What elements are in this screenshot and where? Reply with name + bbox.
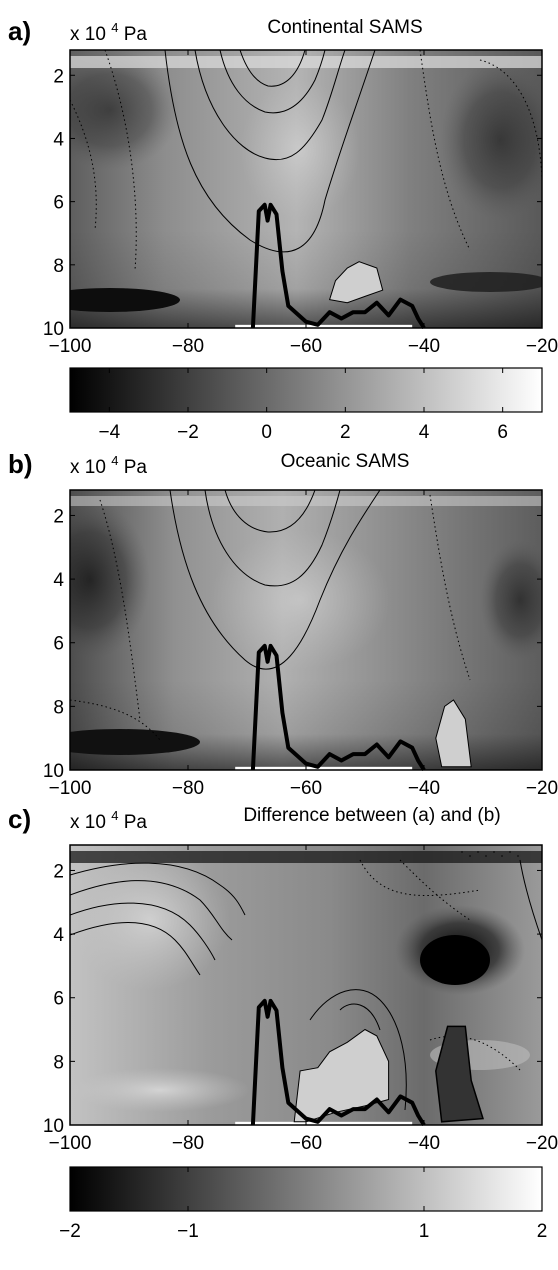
panel-a-light-region bbox=[328, 261, 384, 304]
panel-b-label: b) bbox=[8, 449, 33, 479]
colorbar-1-ticks: −4 −2 0 2 4 6 bbox=[98, 368, 508, 443]
panel-b-shading bbox=[70, 490, 542, 770]
colorbar-2-ticks-tick-label: 2 bbox=[537, 1221, 548, 1242]
panel-b-x-tick-label: −20 bbox=[526, 778, 558, 799]
panel-a-x-axis: −100 −80 −60 −40 −20 bbox=[49, 50, 558, 357]
panel-c-ground-mask bbox=[235, 1121, 413, 1125]
colorbar-2: −2 −1 1 2 bbox=[59, 1166, 547, 1242]
colorbar-1: −4 −2 0 2 4 6 bbox=[69, 367, 543, 443]
panel-b-topography-line bbox=[250, 643, 426, 772]
colorbar-2-ticks-tick-label: −2 bbox=[59, 1221, 81, 1242]
colorbar-2-ticks: −2 −1 1 2 bbox=[59, 1167, 547, 1242]
colorbar-2-ticks-tick-label: 1 bbox=[419, 1221, 430, 1242]
panel-c-label: c) bbox=[8, 804, 31, 834]
panel-c-x-axis: −100 −80 −60 −40 −20 bbox=[49, 845, 558, 1154]
panel-a-label: a) bbox=[8, 16, 31, 46]
panel-a-x-tick-label: −80 bbox=[172, 336, 204, 357]
colorbar-1-ticks-tick-label: −4 bbox=[98, 422, 120, 443]
panel-c-y-tick-label: 10 bbox=[43, 1116, 64, 1137]
panel-c-x-tick-label: −100 bbox=[49, 1133, 92, 1154]
panel-a-x-tick-label: −100 bbox=[49, 336, 92, 357]
colorbar-1-ticks-tick-label: −2 bbox=[177, 422, 199, 443]
panel-b-y-tick-label: 2 bbox=[53, 506, 64, 527]
panel-b-y-tick-label: 10 bbox=[43, 761, 64, 782]
panel-a-y-tick-label: 4 bbox=[53, 129, 64, 150]
panel-a: a) x 10 4 Pa Continental SAMS bbox=[8, 16, 558, 357]
panel-b: b) x 10 4 Pa Oceanic SAMS bbox=[8, 449, 558, 799]
panel-a-ylabel: x 10 4 Pa bbox=[70, 16, 147, 45]
panel-a-y-axis: 2 4 6 8 10 bbox=[43, 66, 542, 340]
panel-a-x-tick-label: −40 bbox=[408, 336, 440, 357]
panel-b-x-tick-label: −100 bbox=[49, 778, 92, 799]
panel-c-dark-region bbox=[435, 1025, 484, 1123]
panel-c-x-tick-label: −40 bbox=[408, 1133, 440, 1154]
panel-c-x-tick-label: −60 bbox=[290, 1133, 322, 1154]
panel-b-x-tick-label: −40 bbox=[408, 778, 440, 799]
colorbar-1-ticks-tick-label: 4 bbox=[419, 422, 430, 443]
panel-a-overlays bbox=[235, 202, 426, 330]
panel-b-y-axis: 2 4 6 8 10 bbox=[43, 506, 542, 782]
panel-c-topography-line bbox=[250, 998, 426, 1127]
panel-c-x-tick-label: −80 bbox=[172, 1133, 204, 1154]
panel-c-y-tick-label: 8 bbox=[53, 1052, 64, 1073]
panel-b-y-tick-label: 4 bbox=[53, 570, 64, 591]
panel-c-ylabel: x 10 4 Pa bbox=[70, 804, 147, 833]
panel-c-y-tick-label: 4 bbox=[53, 925, 64, 946]
colorbar-1-ticks-tick-label: 6 bbox=[497, 422, 508, 443]
colorbar-1-ticks-tick-label: 0 bbox=[261, 422, 272, 443]
panel-a-y-tick-label: 2 bbox=[53, 66, 64, 87]
panel-a-title: Continental SAMS bbox=[267, 17, 422, 38]
panel-b-x-axis: −100 −80 −60 −40 −20 bbox=[49, 490, 558, 799]
panel-c-y-axis: 2 4 6 8 10 bbox=[43, 861, 542, 1137]
panel-a-shading bbox=[70, 50, 542, 328]
panel-c-y-tick-label: 6 bbox=[53, 989, 64, 1010]
panel-a-y-tick-label: 6 bbox=[53, 193, 64, 214]
panel-b-ylabel: x 10 4 Pa bbox=[70, 449, 147, 478]
panel-b-y-tick-label: 6 bbox=[53, 634, 64, 655]
panel-b-light-region bbox=[435, 699, 472, 768]
colorbar-1-gradient bbox=[69, 367, 543, 413]
panel-a-x-tick-label: −60 bbox=[290, 336, 322, 357]
panel-c-overlays bbox=[235, 998, 484, 1127]
panel-b-x-tick-label: −80 bbox=[172, 778, 204, 799]
panel-a-x-tick-label: −20 bbox=[526, 336, 558, 357]
panel-c-x-tick-label: −20 bbox=[526, 1133, 558, 1154]
colorbar-2-ticks-tick-label: −1 bbox=[177, 1221, 199, 1242]
colorbar-2-gradient bbox=[69, 1166, 543, 1212]
colorbar-1-ticks-tick-label: 2 bbox=[340, 422, 351, 443]
panel-a-ground-mask bbox=[235, 324, 413, 328]
panel-b-ground-mask bbox=[235, 766, 413, 770]
panel-a-topography-line bbox=[250, 202, 426, 330]
panel-a-y-tick-label: 8 bbox=[53, 256, 64, 277]
panel-b-x-tick-label: −60 bbox=[290, 778, 322, 799]
panel-a-y-tick-label: 10 bbox=[43, 319, 64, 340]
panel-b-overlays bbox=[235, 643, 472, 772]
panel-b-title: Oceanic SAMS bbox=[281, 451, 410, 472]
panel-c-title: Difference between (a) and (b) bbox=[243, 805, 500, 826]
panel-b-y-tick-label: 8 bbox=[53, 697, 64, 718]
panel-c: c) x 10 4 Pa Difference between (a) and … bbox=[8, 804, 558, 1154]
panel-c-y-tick-label: 2 bbox=[53, 861, 64, 882]
